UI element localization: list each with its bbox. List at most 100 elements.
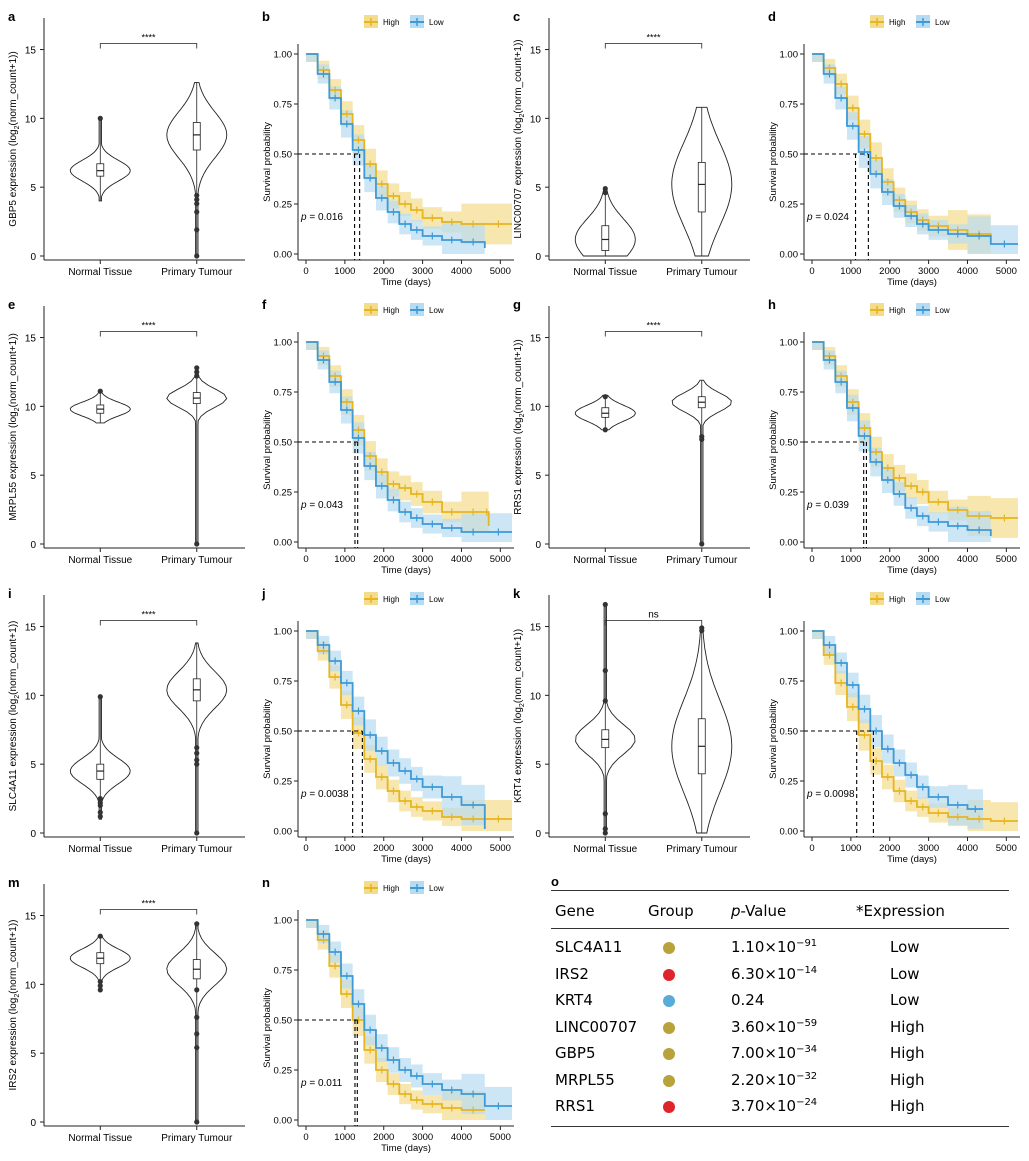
violin-panel-c: c 0 5 10 15 Normal Tissue Primary Tumour LINC00… [513, 9, 750, 278]
x-tick-label: 4000 [451, 1132, 472, 1143]
x-tick-label: 3000 [412, 266, 433, 277]
group-dot [663, 942, 675, 954]
x-tick-label: 4000 [957, 554, 978, 565]
outlier-point [97, 983, 103, 989]
box [601, 407, 610, 418]
table-row: MRPL55 2.20×10−32 High [551, 1071, 1009, 1095]
y-tick-label: 0.75 [274, 966, 293, 977]
row-gene: GBP5 [555, 1044, 596, 1062]
x-tick-label: 2000 [879, 843, 900, 854]
x-tick-label: 2000 [373, 266, 394, 277]
outlier-point [194, 745, 200, 751]
outlier-point [97, 979, 103, 985]
x-tick-label: Normal Tissue [68, 844, 132, 855]
y-tick-label: 1.00 [274, 627, 293, 638]
y-tick-label: 0.50 [274, 727, 293, 738]
y-tick-label: 10 [25, 114, 37, 125]
legend-label-low: Low [429, 884, 444, 893]
p-exponent: −91 [796, 938, 818, 949]
x-tick-label: 0 [809, 266, 814, 277]
outlier-point [699, 541, 705, 547]
x-tick-label: 4000 [451, 554, 472, 565]
violin-tumour [671, 379, 732, 545]
x-tick-label: 2000 [373, 554, 394, 565]
row-p-value: 6.30×10−14 [731, 964, 818, 983]
x-tick-label: 0 [809, 843, 814, 854]
outlier-point [602, 698, 608, 704]
y-tick-label: 0.25 [274, 1066, 293, 1077]
outlier-point [97, 795, 103, 802]
table-header-rule [551, 928, 1009, 929]
x-tick-label: Normal Tissue [68, 267, 132, 278]
y-tick-label: 10 [25, 980, 37, 991]
x-tick-label: 5000 [490, 554, 511, 565]
outlier-point [194, 196, 200, 203]
y-axis-label: MRPL55 expression (log2(norm_count+1)) [8, 333, 21, 521]
y-axis-label: Survival probability [262, 122, 273, 202]
panel-label: f [262, 297, 267, 312]
km-curve-low [306, 341, 512, 533]
y-tick-label: 0.50 [274, 150, 293, 161]
violin-normal [574, 394, 636, 431]
y-tick-label: 0.50 [780, 438, 799, 449]
y-tick-label: 5 [535, 471, 541, 482]
y-tick-label: 0.25 [780, 488, 799, 499]
row-gene: RRS1 [555, 1097, 595, 1115]
x-tick-label: 3000 [918, 843, 939, 854]
y-axis-label: RRS1 expression (log2(norm_count+1)) [513, 339, 526, 514]
x-tick-label: Primary Tumour [161, 1133, 233, 1144]
y-tick-label: 5 [30, 183, 36, 194]
summary-table: o Gene Group p-Value *Expression SLC4A11… [551, 862, 1011, 1132]
violin-panel-m: m 0 5 10 15 Normal Tissue Primary Tumour IRS2 e… [8, 875, 245, 1144]
y-tick-label: 0 [535, 829, 541, 840]
p-exponent: −59 [796, 1017, 818, 1029]
legend-label-high: High [889, 18, 905, 27]
x-tick-label: 1000 [840, 554, 861, 565]
significance-bracket [99, 43, 198, 49]
panel-label: l [768, 586, 772, 601]
p-exponent: −34 [796, 1044, 818, 1055]
row-p-value: 3.60×10−59 [731, 1017, 818, 1036]
y-tick-label: 0.25 [274, 777, 293, 788]
y-tick-label: 0.00 [780, 250, 799, 261]
km-panel-j: j High Low 0.00 0.25 0.50 0.75 1.00 0 1000 2000 300… [261, 586, 514, 865]
outlier-point [602, 830, 608, 836]
outlier-point [194, 209, 200, 215]
outlier-point [602, 394, 608, 400]
x-tick-label: 0 [809, 554, 814, 565]
row-p-value: 0.24 [731, 991, 765, 1009]
outlier-point [194, 757, 200, 763]
significance-bracket [604, 331, 703, 337]
x-tick-label: 3000 [412, 554, 433, 565]
outlier-point [97, 388, 103, 394]
ci-band-high [306, 342, 489, 542]
y-tick-label: 0.50 [274, 1016, 293, 1027]
legend-label-low: Low [935, 595, 950, 604]
ci-band-low [812, 342, 991, 542]
outlier-point [602, 667, 608, 674]
outlier-point [97, 694, 103, 700]
y-tick-label: 0.00 [780, 827, 799, 838]
y-axis-label: Survival probability [262, 699, 273, 779]
outlier-point [699, 628, 705, 634]
group-dot [663, 1074, 675, 1087]
p-exponent: −14 [796, 964, 818, 976]
outlier-point [194, 227, 200, 233]
panel-label: e [8, 297, 15, 312]
legend-label-low: Low [935, 306, 950, 315]
y-tick-label: 10 [530, 691, 542, 702]
significance-label: **** [142, 610, 157, 620]
x-tick-label: 0 [303, 266, 308, 277]
group-dot [663, 1048, 675, 1060]
y-tick-label: 1.00 [780, 50, 799, 61]
significance-label: **** [647, 33, 662, 43]
outlier-point [97, 115, 103, 121]
y-tick-label: 0.50 [780, 150, 799, 161]
p-value-label: p = 0.011 [300, 1078, 343, 1089]
table-row: LINC00707 3.60×10−59 High [551, 1018, 1009, 1042]
outlier-point [602, 826, 608, 832]
x-tick-label: Normal Tissue [573, 844, 637, 855]
panel-label: m [8, 875, 20, 890]
outlier-point [194, 373, 200, 379]
ci-band-low [812, 631, 984, 829]
